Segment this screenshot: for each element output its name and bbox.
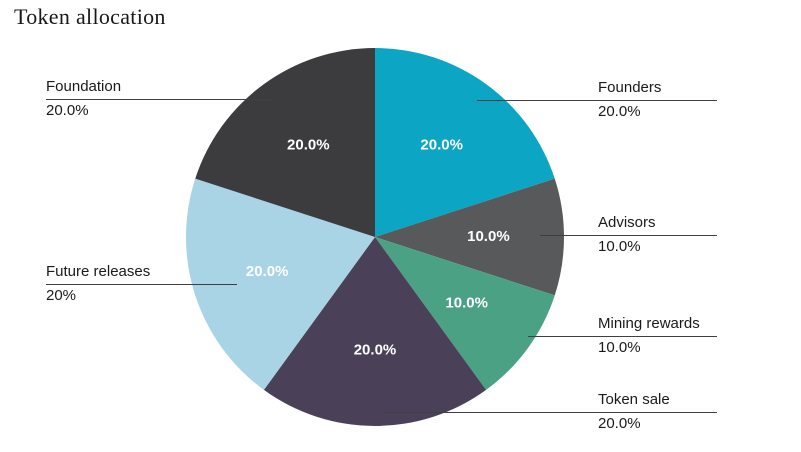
callout-mining-rewards: Mining rewards 10.0% [598,314,700,358]
leader-line-future-releases [46,284,237,285]
pie-inside-label-foundation: 20.0% [287,136,330,153]
callout-value: 20% [46,287,77,304]
callout-token-sale: Token sale 20.0% [598,390,670,434]
callout-value: 20.0% [46,102,89,119]
pie-inside-label-advisors: 10.0% [467,228,510,245]
callout-label: Founders [598,79,662,96]
callout-value: 10.0% [598,339,641,356]
pie-slice-foundation [195,48,375,237]
pie-inside-label-future-releases: 20.0% [246,263,289,280]
pie-slice-token-sale [263,237,487,426]
leader-line-founders [477,100,717,101]
leader-line-advisors [540,235,717,236]
callout-advisors: Advisors 10.0% [598,213,656,257]
callout-founders: Founders 20.0% [598,78,661,122]
pie-slice-mining-rewards [375,237,555,390]
pie-inside-label-mining-rewards: 10.0% [445,295,488,312]
chart-title: Token allocation [14,4,166,29]
leader-line-token-sale [385,412,717,413]
pie-inside-label-token-sale: 20.0% [354,341,397,358]
callout-value: 10.0% [598,238,641,255]
callout-foundation: Foundation 20.0% [46,77,121,121]
callout-label: Token sale [598,391,670,408]
callout-label: Mining rewards [598,315,700,332]
callout-value: 20.0% [598,103,641,120]
pie-slice-future-releases [186,178,375,390]
callout-label: Foundation [46,78,122,95]
callout-value: 20.0% [598,415,641,432]
callout-label: Advisors [598,214,656,231]
leader-line-mining-rewards [528,336,717,337]
pie-slice-founders [375,48,555,237]
pie-slice-advisors [375,178,564,296]
callout-future-releases: Future releases 20% [46,262,150,306]
pie-inside-label-founders: 20.0% [420,136,463,153]
callout-label: Future releases [46,263,151,280]
leader-line-foundation [46,99,272,100]
